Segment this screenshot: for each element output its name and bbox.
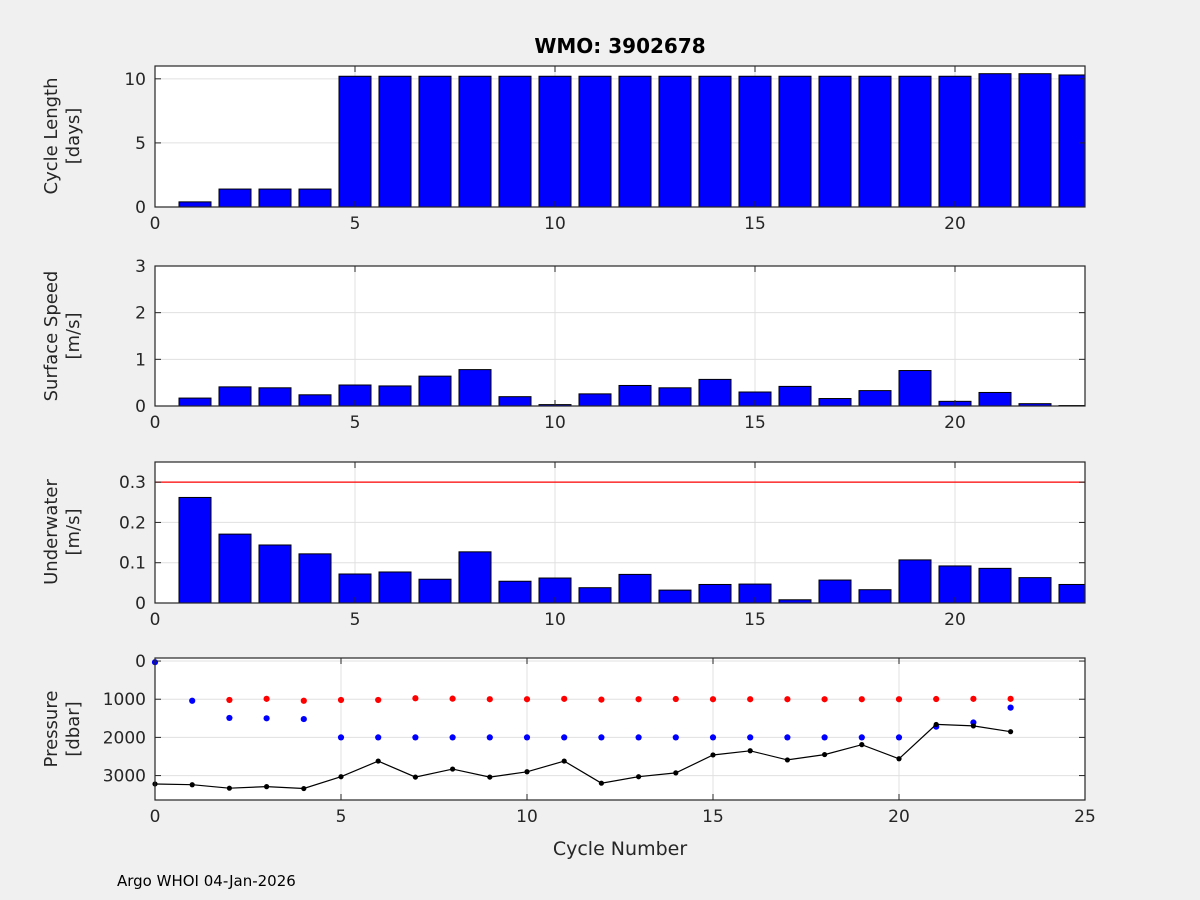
ylabel-surface-speed-unit: [m/s] [63,312,84,360]
y-tick-label: 0 [135,198,146,218]
ylabel-cycle-length: Cycle Length [days] [41,78,85,195]
ylabel-surface-speed: Surface Speed [m/s] [41,271,85,402]
footer-annotation: Argo WHOI 04-Jan-2026 [117,872,296,890]
x-tick-label: 20 [944,413,966,433]
x-tick-label: 10 [544,413,566,433]
ylabel-underwater-unit: [m/s] [63,508,84,556]
y-tick-label: 10 [124,70,146,90]
x-tick-label: 0 [150,214,161,234]
x-tick-label: 0 [150,610,161,630]
x-tick-label: 15 [744,413,766,433]
y-tick-label: 0.3 [119,473,146,493]
x-tick-label: 5 [350,413,361,433]
ylabel-pressure-unit: [dbar] [63,701,84,757]
subplot-underwater: 0 5 10 15 20 0 0.1 0.2 0.3 [119,461,1086,630]
y-tick-label: 5 [135,134,146,154]
x-tick-label: 20 [944,214,966,234]
y-tick-label: 1 [135,350,146,370]
y-tick-label: 2000 [103,728,146,748]
ylabel-pressure-text: Pressure [41,690,62,768]
y-tick-label: 0 [135,594,146,614]
park-pressure-red-dots [226,695,1014,704]
x-tick-label: 5 [350,214,361,234]
x-tick-label: 15 [744,610,766,630]
x-tick-label: 5 [336,807,347,827]
subplot-pressure: 0 5 10 15 20 25 0 1000 2000 3000 [103,652,1096,827]
y-tick-label: 0.2 [119,513,146,533]
ylabel-underwater-text: Underwater [41,479,62,585]
ylabel-pressure: Pressure [dbar] [41,691,85,768]
x-axis-label: Cycle Number [552,838,688,860]
ylabel-cycle-length-text: Cycle Length [41,77,62,195]
x-tick-label: 25 [1074,807,1096,827]
y-tick-label: 3000 [103,767,146,787]
ylabel-cycle-length-unit: [days] [63,107,84,165]
y-tick-label: 2 [135,304,146,324]
x-tick-label: 20 [944,610,966,630]
ylabel-surface-speed-text: Surface Speed [41,270,62,402]
max-pressure-black-line [152,721,1014,792]
x-tick-label: 15 [744,214,766,234]
y-tick-label: 0.1 [119,554,146,574]
x-tick-label: 5 [350,610,361,630]
x-tick-label: 15 [702,807,724,827]
subplot-surface-speed: 0 5 10 15 20 0 1 2 3 [135,257,1086,433]
profile-pressure-blue-dots [151,659,1014,741]
x-tick-label: 10 [544,610,566,630]
x-tick-label: 0 [150,807,161,827]
y-tick-label: 0 [135,397,146,417]
x-tick-label: 10 [516,807,538,827]
y-tick-label: 3 [135,257,146,277]
ylabel-underwater: Underwater [m/s] [41,479,85,585]
y-tick-label: 0 [135,652,146,672]
x-tick-label: 0 [150,413,161,433]
x-tick-label: 20 [888,807,910,827]
figure-title: WMO: 3902678 [534,34,706,58]
x-tick-label: 10 [544,214,566,234]
subplot-cycle-length: 0 5 10 15 20 0 5 10 [124,65,1086,234]
y-tick-label: 1000 [103,690,146,710]
